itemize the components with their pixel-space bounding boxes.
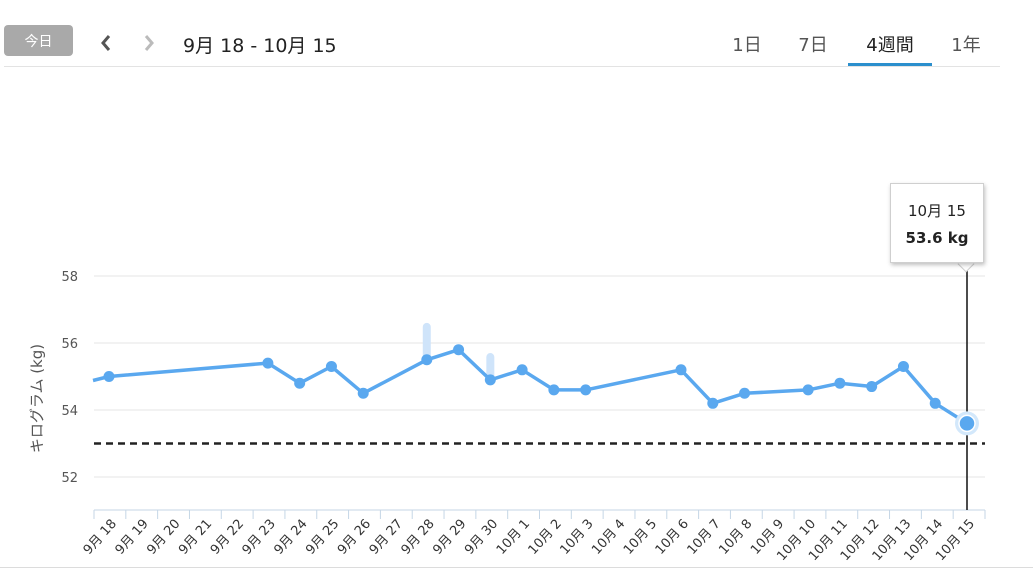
x-tick-label-18: 10月 6 bbox=[653, 517, 692, 558]
tab-1-year[interactable]: 1年 bbox=[940, 24, 992, 64]
y-tick-label-58: 58 bbox=[61, 270, 78, 285]
x-tick-label-13: 10月 1 bbox=[494, 517, 533, 558]
y-axis-ticks: 52 54 56 58 bbox=[61, 270, 78, 486]
x-tick-label-3: 9月 21 bbox=[176, 517, 215, 558]
selected-tab-indicator bbox=[848, 63, 932, 66]
y-tick-label-56: 56 bbox=[61, 337, 78, 352]
data-point-15[interactable] bbox=[580, 384, 592, 396]
gridlines bbox=[94, 275, 985, 478]
x-tick-label-17: 10月 5 bbox=[621, 517, 660, 558]
range-bar-10 bbox=[422, 322, 431, 360]
x-tick-label-9: 9月 27 bbox=[367, 517, 406, 558]
chevron-right-icon bbox=[144, 35, 154, 51]
data-point-27[interactable] bbox=[958, 414, 976, 433]
toolbar: 今日 9月 18 - 10月 15 1日 7日 4週間 1年 bbox=[0, 0, 1033, 68]
x-tick-label-2: 9月 20 bbox=[144, 517, 183, 558]
x-tick-label-1: 9月 19 bbox=[113, 517, 152, 558]
range-bar-12 bbox=[486, 353, 495, 380]
data-point-11[interactable] bbox=[453, 344, 465, 356]
x-tick-label-16: 10月 4 bbox=[589, 517, 628, 558]
data-point-26[interactable] bbox=[929, 397, 941, 409]
data-point-18[interactable] bbox=[675, 364, 687, 376]
chevron-left-icon bbox=[101, 35, 111, 51]
x-tick-label-6: 9月 24 bbox=[271, 517, 310, 558]
x-tick-label-11: 9月 29 bbox=[430, 517, 469, 558]
tab-7-days[interactable]: 7日 bbox=[788, 24, 838, 64]
data-point-6[interactable] bbox=[294, 377, 306, 389]
toolbar-divider bbox=[4, 66, 1000, 67]
today-button[interactable]: 今日 bbox=[4, 25, 73, 56]
x-tick-label-19: 10月 7 bbox=[685, 517, 724, 558]
date-range-label: 9月 18 - 10月 15 bbox=[183, 35, 337, 57]
tooltip-date: 10月 15 bbox=[908, 202, 966, 220]
x-tick-label-12: 9月 30 bbox=[462, 517, 501, 558]
data-point-5[interactable] bbox=[262, 357, 274, 369]
range-bars bbox=[422, 322, 495, 380]
x-tick-label-10: 9月 28 bbox=[399, 517, 438, 558]
bottom-divider bbox=[0, 567, 1033, 568]
y-axis-label: キログラム (kg) bbox=[28, 344, 46, 453]
x-tick-label-4: 9月 22 bbox=[208, 517, 247, 558]
x-tick-label-8: 9月 26 bbox=[335, 517, 374, 558]
data-point-19[interactable] bbox=[707, 397, 719, 409]
data-point-24[interactable] bbox=[866, 381, 878, 393]
data-point-0[interactable] bbox=[103, 371, 115, 382]
x-axis bbox=[93, 509, 986, 519]
data-point-20[interactable] bbox=[739, 387, 751, 399]
tooltip-value: 53.6 kg bbox=[905, 229, 969, 247]
x-tick-label-14: 10月 2 bbox=[526, 517, 565, 558]
y-tick-label-52: 52 bbox=[61, 471, 78, 486]
x-tick-label-0: 9月 18 bbox=[81, 517, 120, 558]
data-point-10[interactable] bbox=[421, 354, 433, 366]
tab-1-day[interactable]: 1日 bbox=[722, 24, 772, 64]
x-tick-label-5: 9月 23 bbox=[240, 517, 279, 558]
y-tick-label-54: 54 bbox=[61, 404, 78, 419]
data-point-7[interactable] bbox=[325, 360, 337, 372]
data-points[interactable] bbox=[103, 344, 980, 436]
x-tick-label-20: 10月 8 bbox=[716, 517, 755, 558]
data-point-12[interactable] bbox=[484, 374, 496, 386]
next-period-button[interactable] bbox=[142, 34, 156, 52]
previous-period-button[interactable] bbox=[99, 34, 113, 52]
x-tick-label-7: 9月 25 bbox=[303, 517, 342, 558]
data-point-8[interactable] bbox=[357, 387, 369, 399]
data-point-13[interactable] bbox=[516, 364, 528, 376]
data-point-25[interactable] bbox=[897, 360, 909, 372]
data-point-22[interactable] bbox=[802, 384, 814, 396]
x-tick-label-15: 10月 3 bbox=[557, 517, 596, 558]
tooltip: 10月 15 53.6 kg bbox=[890, 183, 984, 263]
data-point-14[interactable] bbox=[548, 384, 560, 396]
tab-4-weeks[interactable]: 4週間 bbox=[848, 24, 932, 64]
data-point-23[interactable] bbox=[834, 377, 846, 389]
